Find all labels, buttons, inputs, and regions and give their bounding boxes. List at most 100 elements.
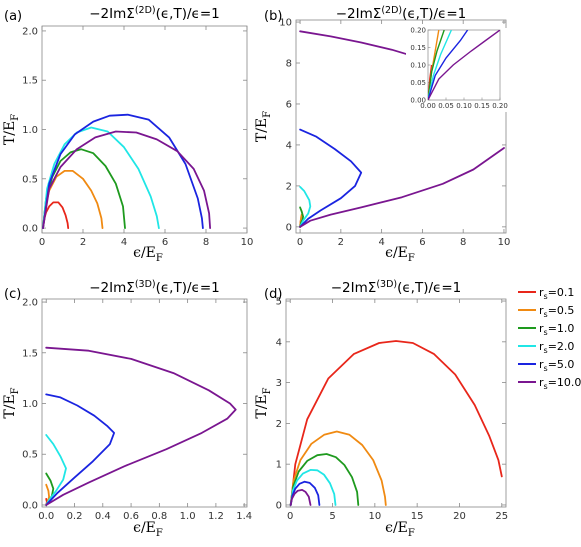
series-line-rs-2.0 <box>42 126 160 229</box>
y-tick-label: 4 <box>276 337 282 348</box>
x-tick-label: 4 <box>121 237 127 248</box>
legend-label: rs=0.5 <box>539 304 574 319</box>
series-line-rs-10.0 <box>299 30 420 60</box>
x-tick-label: 0.8 <box>151 511 167 522</box>
series-line-rs-5.0 <box>289 480 321 506</box>
x-tick-label: 10 <box>241 237 254 248</box>
panel-label: (d) <box>264 287 282 302</box>
series-line-rs-0.1 <box>289 340 503 506</box>
panel-title: −2ImΣ(2D)(ϵ,T)/ϵ=1 <box>336 5 466 22</box>
x-tick-label: 0.4 <box>95 511 111 522</box>
y-tick-label: 0.5 <box>22 174 38 185</box>
inset-series-line-rs-1.0 <box>428 30 445 100</box>
y-axis-label: T/EF <box>2 114 21 145</box>
inset-background <box>406 28 508 112</box>
inset-series-line-rs-5.0 <box>428 30 469 100</box>
inset-y-tick-label: 0.00 <box>410 97 426 105</box>
series-line-rs-5.0 <box>45 393 115 506</box>
x-tick-label: 0.6 <box>123 511 139 522</box>
y-tick-label: 1.5 <box>22 348 38 359</box>
legend-label: rs=0.1 <box>539 286 574 301</box>
series-line-rs-1.0 <box>289 453 360 506</box>
y-tick-label: 0.0 <box>22 500 38 511</box>
y-tick-label: 3 <box>276 378 282 389</box>
x-axis-label: ϵ/EF <box>133 520 163 539</box>
inset-series-line-rs-2.0 <box>428 30 453 100</box>
x-tick-label: 8 <box>460 237 466 248</box>
inset-x-tick-label: 0.15 <box>474 102 490 110</box>
y-tick-label: 0 <box>286 222 292 233</box>
series-group <box>42 113 211 229</box>
inset-y-tick-label: 0.10 <box>410 62 426 70</box>
y-tick-label: 0.0 <box>22 224 38 235</box>
panel-label: (b) <box>264 9 282 24</box>
series-line-rs-10.0 <box>299 147 505 228</box>
panel-title: −2ImΣ(2D)(ϵ,T)/ϵ=1 <box>89 5 219 22</box>
panel-c: 0.0 0.2 0.4 0.6 0.8 1.0 1.2 1.4 0.0 0.5 1.0 1.5 2.0(… <box>2 279 252 539</box>
legend-label: rs=1.0 <box>539 322 574 337</box>
series-line-rs-1.0 <box>42 148 126 229</box>
y-tick-label: 1 <box>276 460 282 471</box>
series-line-rs-2.0 <box>45 434 67 506</box>
series-line-rs-2.0 <box>289 469 337 506</box>
x-tick-label: 0.2 <box>67 511 83 522</box>
x-tick-label: 0 <box>287 511 293 522</box>
x-tick-label: 15 <box>411 511 424 522</box>
plot-frame <box>41 298 248 508</box>
y-tick-label: 4 <box>286 140 292 151</box>
legend-label: rs=5.0 <box>539 358 574 373</box>
x-tick-label: 25 <box>495 511 508 522</box>
y-tick-label: 10 <box>279 18 292 29</box>
legend-label: rs=10.0 <box>539 376 581 391</box>
inset-y-tick-label: 0.05 <box>410 79 426 87</box>
series-group <box>289 340 503 506</box>
x-tick-label: 20 <box>453 511 466 522</box>
y-tick-label: 5 <box>276 297 282 308</box>
inset-x-tick-label: 0.10 <box>456 102 472 110</box>
y-axis-label: T/EF <box>2 387 21 418</box>
y-tick-label: 2.0 <box>22 26 38 37</box>
series-line-rs-5.0 <box>299 128 363 228</box>
x-tick-label: 1.2 <box>208 511 224 522</box>
y-tick-label: 0 <box>276 500 282 511</box>
y-tick-label: 1.0 <box>22 399 38 410</box>
inset-series-group <box>428 30 500 100</box>
x-tick-label: 1.4 <box>236 511 252 522</box>
legend: rs=0.1 rs=0.5 rs=1.0 rs=2.0 rs=5.0 rs=10.0 <box>518 286 581 391</box>
x-axis-label: ϵ/EF <box>385 520 415 539</box>
series-group <box>45 346 237 506</box>
y-tick-label: 2 <box>286 181 292 192</box>
y-tick-label: 1.0 <box>22 125 38 136</box>
legend-label: rs=2.0 <box>539 340 574 355</box>
inset-y-tick-label: 0.20 <box>410 27 426 35</box>
x-tick-label: 2 <box>80 237 86 248</box>
inset-x-tick-label: 0.05 <box>438 102 454 110</box>
y-tick-label: 8 <box>286 59 292 70</box>
plot-frame <box>295 19 507 234</box>
x-tick-label: 10 <box>368 511 381 522</box>
series-line-rs-2.0 <box>299 186 312 228</box>
y-tick-label: 1.5 <box>22 76 38 87</box>
panel-label: (a) <box>4 9 22 24</box>
x-tick-label: 2 <box>338 237 344 248</box>
series-line-rs-10.0 <box>42 130 211 229</box>
panel-title: −2ImΣ(3D)(ϵ,T)/ϵ=1 <box>89 279 219 296</box>
series-line-rs-10.0 <box>45 346 237 506</box>
x-tick-label: 10 <box>498 237 511 248</box>
x-axis-label: ϵ/EF <box>133 245 163 264</box>
panel-label: (c) <box>4 287 21 302</box>
x-tick-label: 6 <box>162 237 168 248</box>
y-tick-label: 2 <box>276 419 282 430</box>
panel-title: −2ImΣ(3D)(ϵ,T)/ϵ=1 <box>331 279 461 296</box>
y-tick-label: 0.5 <box>22 450 38 461</box>
x-tick-label: 1.0 <box>180 511 196 522</box>
y-axis-label: T/EF <box>254 387 273 418</box>
y-axis-label: T/EF <box>254 111 273 142</box>
x-tick-label: 0.0 <box>38 511 54 522</box>
inset-x-tick-label: 0.00 <box>420 102 436 110</box>
x-tick-label: 5 <box>329 511 335 522</box>
x-tick-label: 8 <box>203 237 209 248</box>
y-tick-label: 2.0 <box>22 298 38 309</box>
